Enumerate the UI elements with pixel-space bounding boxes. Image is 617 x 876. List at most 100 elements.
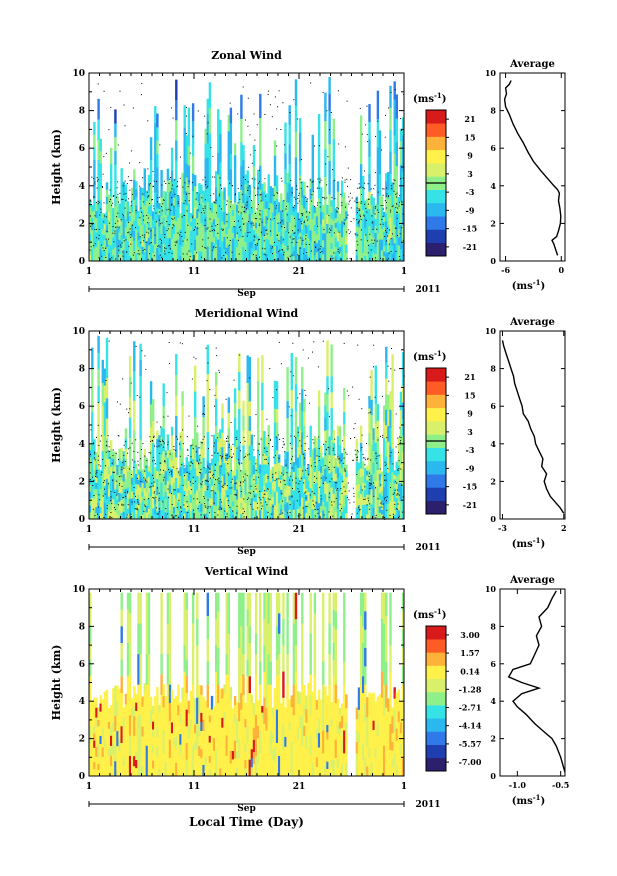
contour-dot — [390, 368, 392, 370]
contour-dot — [365, 234, 367, 236]
heatmap-cell — [107, 488, 111, 497]
heatmap-cell — [259, 473, 262, 483]
contour-dot — [182, 186, 184, 188]
heatmap-cell — [126, 211, 130, 222]
contour-dot — [401, 484, 403, 486]
heatmap-cell — [385, 197, 388, 206]
heatmap-cell — [91, 476, 94, 498]
heatmap-cell — [101, 382, 104, 406]
contour-dot — [326, 110, 328, 112]
contour-dot — [253, 479, 255, 481]
heatmap-cell — [103, 757, 107, 767]
heatmap-cell — [278, 486, 281, 496]
heatmap-cell — [196, 252, 199, 262]
heatmap-cell — [147, 221, 151, 230]
heatmap-cell — [101, 250, 104, 256]
heatmap-cell — [145, 230, 149, 242]
heatmap-cell — [189, 486, 193, 495]
heatmap-cell — [345, 252, 348, 262]
contour-dot — [337, 488, 338, 489]
heatmap-cell — [278, 510, 281, 520]
heatmap-cell — [162, 707, 165, 719]
heatmap-cell — [105, 438, 109, 459]
contour-dot — [361, 194, 362, 195]
contour-dot — [319, 182, 321, 184]
heatmap-cell — [141, 706, 144, 717]
heatmap-cell — [269, 488, 272, 495]
heatmap-cell — [133, 695, 136, 707]
contour-dot — [256, 257, 258, 258]
heatmap-cell — [183, 467, 186, 474]
heatmap-cell — [126, 231, 130, 242]
heatmap-cell — [338, 237, 342, 243]
contour-dot — [317, 366, 319, 368]
contour-dot — [299, 440, 301, 442]
contour-dot — [164, 253, 166, 255]
contour-dot — [314, 505, 316, 507]
heatmap-cell — [131, 470, 134, 478]
contour-dot — [221, 507, 223, 509]
heatmap-cell — [250, 227, 254, 235]
heatmap-cell — [191, 438, 195, 450]
heatmap-cell — [147, 745, 151, 777]
contour-dot — [333, 466, 335, 468]
heatmap-cell — [145, 592, 149, 624]
heatmap-cell — [164, 491, 167, 499]
contour-dot — [178, 471, 180, 473]
heatmap-cell — [137, 494, 140, 500]
heatmap-cell — [168, 203, 172, 216]
heatmap-cell — [368, 494, 371, 507]
heatmap-cell — [97, 240, 100, 262]
heatmap-cell — [147, 237, 151, 246]
contour-dot — [103, 90, 105, 92]
contour-dot — [316, 204, 318, 206]
heatmap-cell — [370, 251, 373, 262]
contour-dot — [269, 104, 271, 106]
contour-dot — [97, 459, 99, 461]
contour-dot — [366, 504, 368, 506]
heatmap-cell — [326, 232, 329, 243]
heatmap-cell — [128, 220, 132, 227]
heatmap-cell — [164, 710, 167, 719]
contour-dot — [330, 229, 332, 231]
heatmap-cell — [280, 252, 283, 262]
contour-dot — [200, 514, 202, 516]
contour-dot — [399, 427, 401, 429]
heatmap-cell — [389, 446, 392, 465]
contour-dot — [357, 451, 359, 453]
contour-dot — [244, 479, 246, 481]
contour-dot — [122, 462, 124, 464]
heatmap-cell — [299, 480, 302, 494]
heatmap-cell — [240, 213, 243, 238]
heatmap-cell — [244, 477, 247, 487]
heatmap-cell — [116, 239, 119, 251]
contour-dot — [205, 506, 207, 508]
heatmap-cell — [366, 499, 369, 505]
contour-dot — [275, 436, 277, 438]
contour-dot — [400, 437, 402, 438]
heatmap-cell — [177, 250, 180, 262]
colorbar-tick-label: 9 — [467, 151, 473, 161]
contour-dot — [186, 253, 188, 255]
heatmap-cell — [160, 755, 163, 777]
heatmap-cell — [383, 216, 386, 223]
heatmap-cell — [345, 500, 348, 508]
heatmap-cell — [330, 407, 333, 425]
heatmap-cell — [170, 443, 174, 453]
heatmap-cell — [376, 453, 380, 471]
heatmap-cell — [145, 498, 149, 506]
contour-dot — [152, 497, 154, 498]
contour-dot — [209, 471, 211, 473]
heatmap-cell — [286, 367, 289, 385]
heatmap-cell — [133, 715, 136, 727]
heatmap-cell — [233, 460, 237, 476]
heatmap-cell — [233, 417, 237, 433]
heatmap-cell — [389, 482, 392, 502]
contour-dot — [375, 458, 377, 460]
heatmap-cell — [202, 498, 205, 520]
heatmap-cell — [236, 429, 239, 441]
contour-dot — [244, 511, 245, 513]
contour-dot — [326, 184, 328, 186]
